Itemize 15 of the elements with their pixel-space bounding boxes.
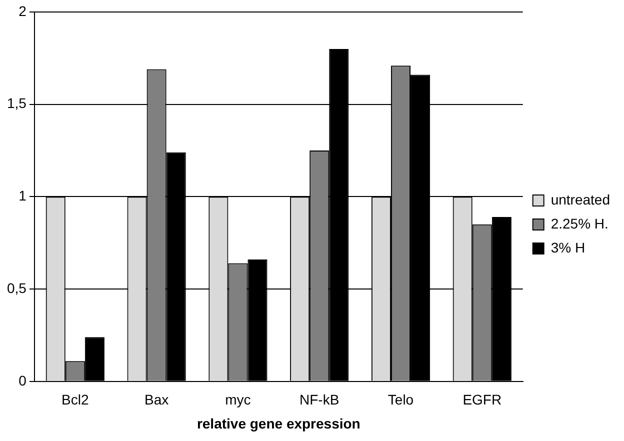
y-tick-label: 2	[18, 2, 27, 19]
x-tick-label: Telo	[388, 392, 414, 408]
legend-label: 3% H	[550, 239, 586, 256]
legend-label: untreated	[550, 191, 610, 208]
y-tick-label: 0	[18, 372, 27, 388]
x-tick-label: Bax	[144, 392, 169, 408]
x-tick-label: Bcl2	[62, 392, 89, 408]
x-tick-label: EGFR	[462, 392, 502, 408]
legend-label: 2.25% H.	[550, 215, 608, 232]
x-tick-label: myc	[225, 392, 251, 408]
x-axis-title: relative gene expression	[196, 415, 360, 432]
y-tick-label: 1	[18, 188, 27, 204]
y-tick-label: 0,5	[6, 280, 27, 296]
y-tick-label: 1,5	[6, 95, 27, 112]
x-tick-label: NF-kB	[300, 392, 340, 408]
